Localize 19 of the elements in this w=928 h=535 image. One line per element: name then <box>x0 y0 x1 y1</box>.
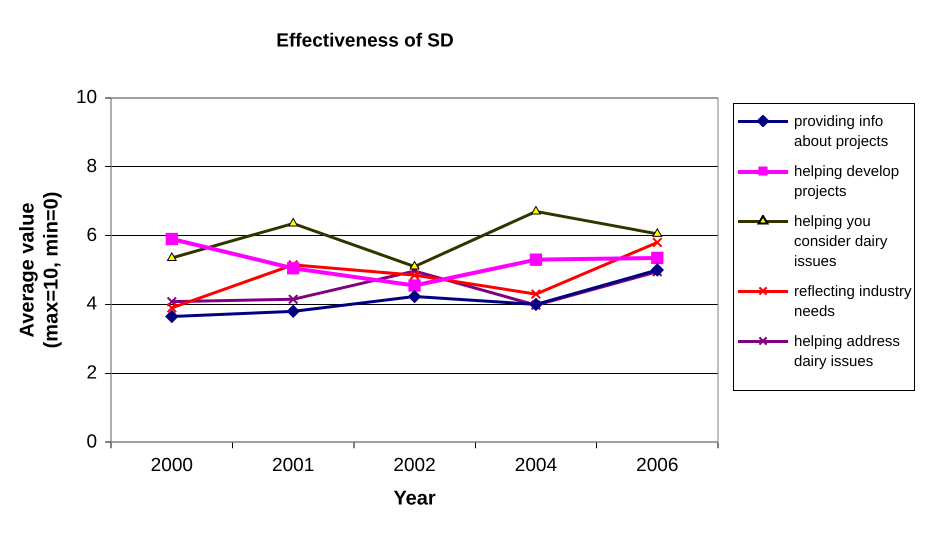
x-tick-label: 2001 <box>272 454 314 476</box>
y-tick-label: 10 <box>76 87 98 108</box>
legend-label: helping address dairy issues <box>794 332 901 372</box>
x-tick-label: 2004 <box>514 454 558 476</box>
y-tick-label: 4 <box>86 294 98 315</box>
y-tick-label: 8 <box>86 156 98 177</box>
y-tick-label: 0 <box>86 431 98 452</box>
y-axis-title: Average value (max=10, min=0) <box>16 192 63 348</box>
x-tick-label: 2006 <box>636 454 678 476</box>
chart-title: Effectiveness of SD <box>276 30 454 52</box>
x-tick-label: 2000 <box>150 454 193 476</box>
y-tick-label: 2 <box>86 362 98 384</box>
legend-label: providing info about projects <box>794 112 890 152</box>
legend-label: helping develop projects <box>794 162 900 202</box>
x-axis-title: Year <box>393 488 436 510</box>
x-tick-label: 2002 <box>393 454 436 476</box>
legend-label: reflecting industry needs <box>794 282 913 322</box>
legend-label: helping you consider dairy issues <box>794 212 888 272</box>
y-tick-label: 6 <box>86 224 98 246</box>
